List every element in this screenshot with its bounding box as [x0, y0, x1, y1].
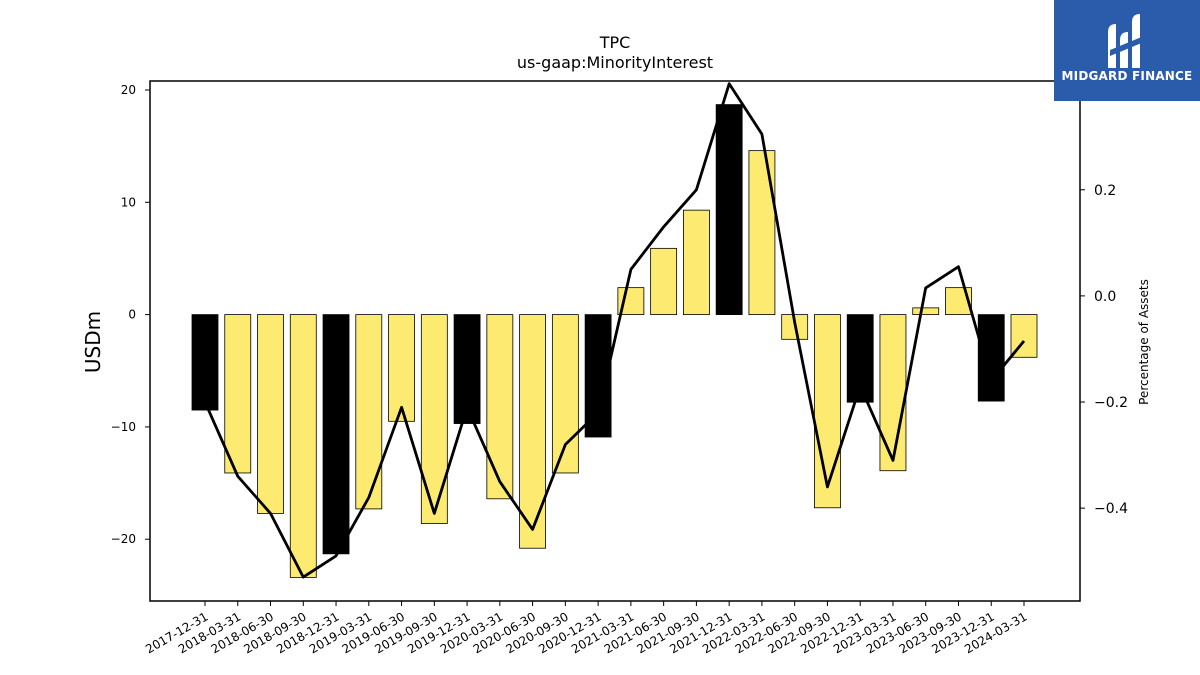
bar-2018-12-31 [322, 314, 350, 555]
bar-2019-06-30 [388, 314, 415, 422]
bar-2019-03-31 [355, 314, 383, 510]
bar-2021-12-31 [715, 104, 743, 316]
brand-logo: MIDGARD FINANCE [1054, 0, 1200, 101]
bar-2019-12-31 [453, 314, 481, 424]
y2-axis-label: Percentage of Assets [1137, 279, 1151, 405]
bar-2018-09-30 [289, 314, 317, 578]
bar-2020-03-31 [486, 314, 514, 500]
y-tick-label: −20 [111, 532, 136, 546]
bar-2019-09-30 [420, 314, 448, 524]
y2-tick-label: −0.2 [1094, 395, 1128, 411]
bar-2023-03-31 [879, 314, 907, 472]
bar-2023-06-30 [912, 307, 940, 316]
bar-2022-03-31 [748, 150, 776, 316]
chart-subtitle: us-gaap:MinorityInterest [517, 53, 713, 72]
bar-2020-09-30 [551, 314, 579, 474]
plot-frame [149, 80, 1081, 602]
pct-assets-line [203, 82, 1026, 579]
bar-2017-12-31 [191, 314, 219, 411]
y-axis-label: USDm [81, 311, 105, 373]
y-tick-label: −10 [111, 420, 136, 434]
y-tick-label: 0 [128, 308, 136, 322]
y2-tick-label: 0.0 [1094, 289, 1116, 305]
y2-tick-label: −0.4 [1094, 501, 1128, 517]
chart-title: TPC [599, 33, 631, 52]
y-tick-label: 10 [121, 195, 136, 209]
bar-2018-03-31 [224, 314, 252, 474]
midgard-logo-icon [1108, 14, 1144, 68]
bar-2023-12-31 [977, 314, 1005, 402]
bar-2021-09-30 [683, 209, 710, 316]
line-group [203, 82, 1026, 579]
bar-2020-06-30 [519, 314, 546, 549]
bar-2021-06-30 [650, 247, 678, 316]
y2-tick-label: 0.2 [1094, 183, 1116, 199]
y-tick-label: 20 [121, 83, 136, 97]
bar-2022-09-30 [814, 314, 841, 509]
bar-2018-06-30 [257, 314, 284, 514]
brand-name: MIDGARD FINANCE [1061, 69, 1193, 83]
